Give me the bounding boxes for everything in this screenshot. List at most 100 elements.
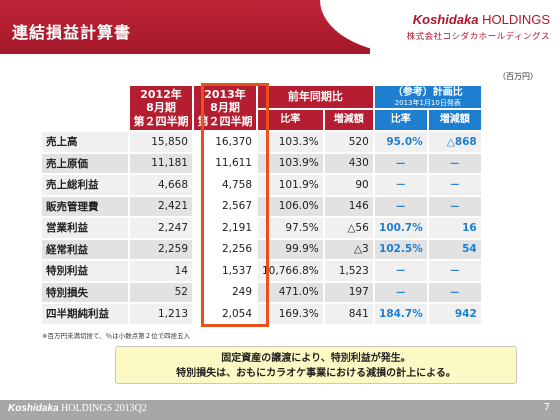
header-empty-corner [42,86,128,130]
header-cur-line2: 8月期 [210,101,240,115]
callout-line1: 固定資産の譲渡により、特別利益が発生。 [221,353,411,364]
table-row: 売上原価 11,181 11,611 103.9% 430 －－ [42,153,481,173]
row-label: 販売管理費 [42,196,128,216]
slide-title: 連結損益計算書 [12,23,132,42]
cell-yoy-diff: 90 [324,175,373,195]
table-row: 売上高 15,850 16,370 103.3% 520 95.0% △868 [42,132,481,152]
cell-plan-diff: － [428,175,481,195]
row-label: 売上原価 [42,153,128,173]
cell-plan-ratio: － [374,261,427,281]
header-cur-line3: 第２四半期 [197,114,253,128]
cell-yoy-ratio: 169.3% [258,304,323,324]
unit-note: （百万円） [498,72,538,81]
header-prev-line3: 第２四半期 [133,114,189,128]
header-plan-title: （参考）計画比 [392,86,463,98]
cell-prev: 4,668 [130,175,192,195]
cell-plan-ratio: 95.0% [374,132,427,152]
cell-yoy-diff: △3 [324,239,373,259]
cell-yoy-ratio: 97.5% [258,218,323,238]
brand-name-italic: Koshidaka [412,12,479,27]
cell-yoy-diff: 146 [324,196,373,216]
cell-yoy-ratio: 10,766.8% [258,261,323,281]
header-plan: （参考）計画比 2013年1月10日発表 [374,86,481,108]
cell-plan-ratio: － [374,175,427,195]
cell-plan-ratio: － [374,282,427,302]
cell-plan-ratio: － [374,196,427,216]
table-row: 経常利益 2,259 2,256 99.9% △3 102.5% 54 [42,239,481,259]
cell-yoy-diff: 1,523 [324,261,373,281]
cell-current: 4,758 [194,175,256,195]
cell-yoy-diff: 520 [324,132,373,152]
cell-current: 2,054 [194,304,256,324]
cell-yoy-diff: 197 [324,282,373,302]
row-label: 四半期純利益 [42,304,128,324]
row-label: 特別利益 [42,261,128,281]
table-row: 四半期純利益 1,213 2,054 169.3% 841 184.7% 942 [42,304,481,324]
header-prev-line2: 8月期 [146,101,176,115]
header-yoy: 前年同期比 [258,86,373,108]
row-label: 売上総利益 [42,175,128,195]
cell-prev: 1,213 [130,304,192,324]
cell-plan-ratio: 100.7% [374,218,427,238]
cell-plan-diff: － [428,196,481,216]
cell-current: 2,191 [194,218,256,238]
cell-current: 11,611 [194,153,256,173]
cell-prev: 2,259 [130,239,192,259]
cell-yoy-ratio: 103.9% [258,153,323,173]
callout-box: 固定資産の譲渡により、特別利益が発生。 特別損失は、おもにカラオケ事業における減… [115,346,517,384]
brand-subtitle: 株式会社コシダカホールディングス [406,32,550,42]
cell-yoy-ratio: 99.9% [258,239,323,259]
cell-prev: 11,181 [130,153,192,173]
cell-yoy-ratio: 106.0% [258,196,323,216]
header-plan-diff: 増減額 [428,110,481,130]
header-yoy-ratio: 比率 [258,110,323,130]
table-row: 営業利益 2,247 2,191 97.5% △56 100.7% 16 [42,218,481,238]
cell-prev: 52 [130,282,192,302]
row-label: 特別損失 [42,282,128,302]
cell-current: 2,567 [194,196,256,216]
table-row: 特別利益 14 1,537 10,766.8% 1,523 －－ [42,261,481,281]
cell-plan-ratio: 184.7% [374,304,427,324]
cell-plan-diff: 16 [428,218,481,238]
page-number: 7 [543,402,550,413]
cell-plan-diff: 54 [428,239,481,259]
company-logo: Koshidaka HOLDINGS 株式会社コシダカホールディングス [407,12,550,42]
income-statement-table: 2012年 8月期 第２四半期 2013年 8月期 第２四半期 前年同期比 （参… [40,84,483,326]
cell-yoy-ratio: 471.0% [258,282,323,302]
footer-brand: Koshidaka HOLDINGS 2013Q2 [8,403,147,414]
header-current-period: 2013年 8月期 第２四半期 [194,86,256,130]
table-row: 販売管理費 2,421 2,567 106.0% 146 －－ [42,196,481,216]
row-label: 営業利益 [42,218,128,238]
cell-current: 2,256 [194,239,256,259]
cell-plan-diff: － [428,153,481,173]
cell-plan-diff: △868 [428,132,481,152]
table-row: 特別損失 52 249 471.0% 197 －－ [42,282,481,302]
cell-prev: 2,247 [130,218,192,238]
cell-plan-ratio: － [374,153,427,173]
header-plan-note: 2013年1月10日発表 [394,98,461,107]
cell-prev: 14 [130,261,192,281]
cell-yoy-diff: 430 [324,153,373,173]
cell-yoy-diff: △56 [324,218,373,238]
cell-plan-ratio: 102.5% [374,239,427,259]
slide-footer: Koshidaka HOLDINGS 2013Q2 7 [0,400,560,420]
cell-yoy-ratio: 101.9% [258,175,323,195]
row-label: 経常利益 [42,239,128,259]
cell-yoy-ratio: 103.3% [258,132,323,152]
header-cur-line1: 2013年 [204,88,246,102]
cell-current: 1,537 [194,261,256,281]
cell-current: 249 [194,282,256,302]
table-body: 売上高 15,850 16,370 103.3% 520 95.0% △868 売上原価 11,… [42,132,481,324]
cell-prev: 2,421 [130,196,192,216]
footnote: ※百万円未満切捨て、％は小数点第２位で四捨五入 [42,332,191,340]
row-label: 売上高 [42,132,128,152]
table-row: 売上総利益 4,668 4,758 101.9% 90 －－ [42,175,481,195]
header-prev-line1: 2012年 [140,88,182,102]
brand-name-suffix: HOLDINGS [478,12,550,27]
header-logo-band [370,0,560,54]
cell-plan-diff: 942 [428,304,481,324]
header-yoy-diff: 増減額 [324,110,373,130]
slide-header: 連結損益計算書 Koshidaka HOLDINGS 株式会社コシダカホールディ… [0,0,560,54]
cell-prev: 15,850 [130,132,192,152]
header-prev-period: 2012年 8月期 第２四半期 [130,86,192,130]
